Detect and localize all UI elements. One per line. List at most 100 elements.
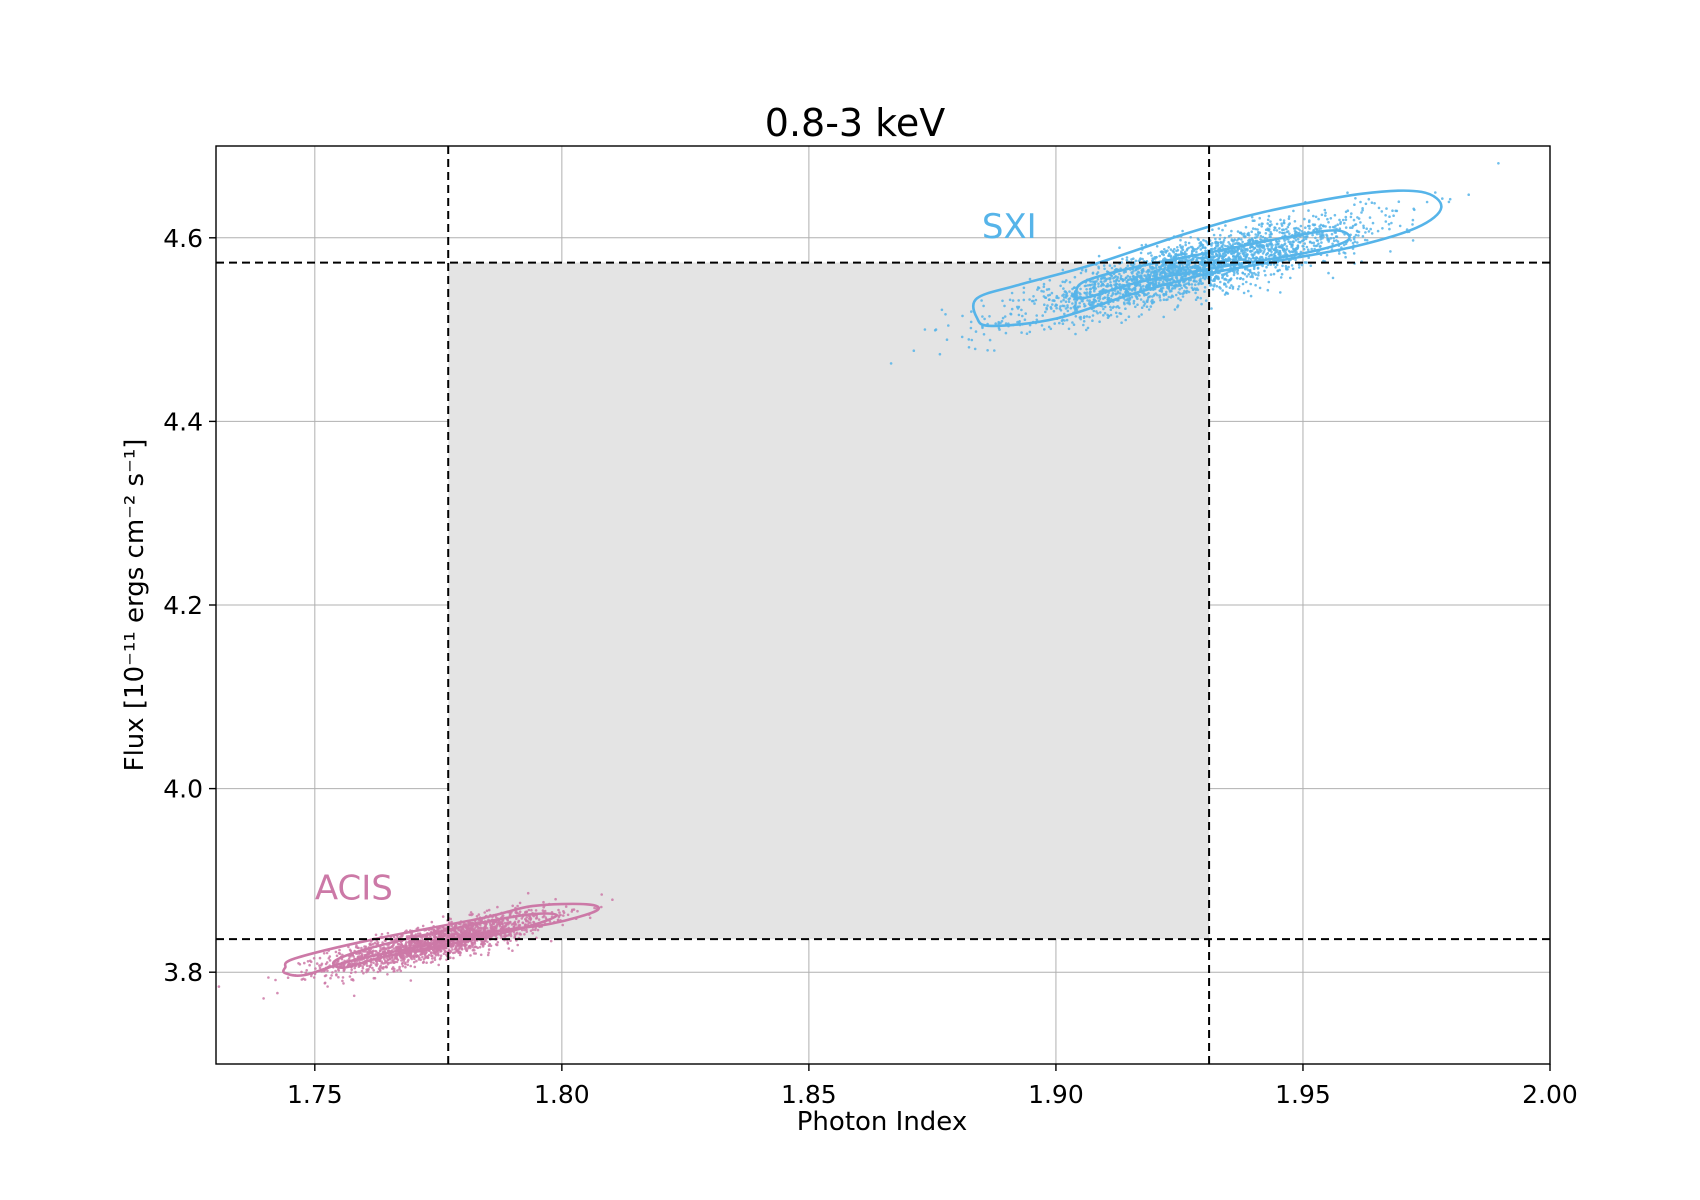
data-point-sxi [1167, 278, 1171, 282]
data-point-acis [335, 954, 339, 958]
data-point-acis [366, 969, 370, 972]
data-point-sxi [1149, 266, 1152, 270]
data-point-sxi [1223, 252, 1226, 255]
data-point-sxi [1467, 193, 1470, 196]
data-point-sxi [1302, 247, 1306, 251]
data-point-acis [562, 910, 565, 913]
data-point-sxi [1325, 233, 1328, 237]
data-point-sxi [1022, 286, 1026, 290]
data-point-sxi [1176, 248, 1180, 252]
data-point-acis [506, 941, 510, 944]
data-point-sxi [1172, 250, 1176, 254]
data-point-acis [459, 928, 463, 932]
data-point-sxi [1201, 243, 1205, 247]
data-point-sxi [1121, 279, 1125, 282]
data-point-sxi [1181, 229, 1184, 233]
data-point-sxi [1185, 286, 1188, 290]
data-point-sxi [1391, 209, 1394, 212]
contour-sxi-outer [972, 189, 1443, 328]
data-point-sxi [1052, 309, 1056, 313]
data-point-sxi [1169, 272, 1172, 275]
data-point-sxi [1130, 258, 1133, 261]
data-point-sxi [1043, 328, 1046, 331]
data-point-sxi [1204, 249, 1207, 253]
data-point-sxi [1272, 272, 1276, 276]
data-point-sxi [1140, 313, 1143, 316]
data-point-sxi [1249, 250, 1252, 253]
data-point-sxi [1380, 210, 1384, 213]
data-point-sxi [1299, 224, 1303, 228]
data-point-acis [541, 909, 545, 912]
data-point-sxi [1361, 235, 1365, 238]
data-point-sxi [1253, 236, 1257, 239]
data-point-sxi [1252, 271, 1256, 275]
data-point-sxi [1091, 314, 1095, 317]
data-point-sxi [1136, 267, 1139, 271]
data-point-sxi [1139, 251, 1143, 255]
data-point-sxi [1180, 250, 1183, 253]
data-point-sxi [1169, 255, 1173, 259]
data-point-sxi [1190, 283, 1194, 286]
data-point-sxi [1290, 250, 1294, 253]
data-point-sxi [1085, 328, 1088, 332]
data-point-acis [274, 978, 277, 982]
data-point-sxi [1048, 279, 1052, 282]
data-point-sxi [1210, 255, 1214, 259]
data-point-sxi [1300, 230, 1304, 233]
data-point-acis [372, 976, 376, 980]
data-point-acis [308, 963, 311, 967]
data-point-acis [425, 956, 429, 959]
data-point-sxi [1001, 316, 1005, 320]
data-point-sxi [1215, 284, 1219, 288]
data-point-acis [542, 905, 545, 909]
data-point-sxi [1114, 292, 1117, 296]
data-point-sxi [1120, 261, 1123, 264]
data-point-acis [305, 969, 309, 972]
data-point-sxi [1158, 296, 1162, 299]
data-point-sxi [1223, 282, 1226, 285]
data-point-acis [382, 946, 386, 949]
data-point-sxi [1343, 221, 1346, 225]
data-point-sxi [923, 328, 927, 331]
data-point-sxi [1217, 263, 1221, 267]
data-point-sxi [1361, 208, 1364, 212]
data-point-sxi [1195, 250, 1198, 254]
data-point-acis [267, 976, 270, 979]
data-point-acis [475, 915, 479, 918]
data-point-sxi [1083, 284, 1087, 288]
data-point-acis [337, 969, 341, 972]
data-point-sxi [1279, 291, 1282, 294]
data-point-sxi [1168, 254, 1171, 257]
data-point-sxi [1319, 244, 1322, 248]
data-point-acis [507, 934, 510, 937]
data-point-sxi [1274, 266, 1277, 269]
data-point-sxi [1062, 298, 1065, 302]
data-point-sxi [1227, 270, 1230, 274]
data-point-sxi [1215, 253, 1218, 256]
data-point-sxi [1312, 241, 1316, 245]
data-point-sxi [1397, 200, 1401, 203]
data-point-sxi [1237, 242, 1240, 246]
data-point-sxi [1088, 299, 1091, 302]
data-point-sxi [1266, 247, 1270, 250]
data-point-sxi [1166, 272, 1170, 276]
data-point-sxi [1264, 236, 1267, 240]
data-point-sxi [1257, 223, 1261, 226]
data-point-acis [430, 954, 433, 957]
data-point-sxi [1259, 234, 1263, 238]
data-point-acis [381, 967, 385, 970]
data-point-sxi [1241, 282, 1245, 286]
data-point-acis [558, 911, 561, 914]
data-point-sxi [1279, 245, 1282, 249]
data-point-sxi [1273, 251, 1277, 255]
data-point-sxi [1055, 294, 1059, 298]
data-point-sxi [1128, 297, 1132, 301]
data-point-sxi [1221, 243, 1225, 246]
data-point-sxi [1161, 280, 1165, 284]
data-point-sxi [1155, 272, 1159, 276]
data-point-sxi [1165, 298, 1168, 302]
data-point-sxi [1295, 247, 1299, 251]
data-point-sxi [1236, 230, 1240, 233]
data-point-sxi [1059, 309, 1063, 312]
data-point-sxi [1260, 244, 1264, 247]
